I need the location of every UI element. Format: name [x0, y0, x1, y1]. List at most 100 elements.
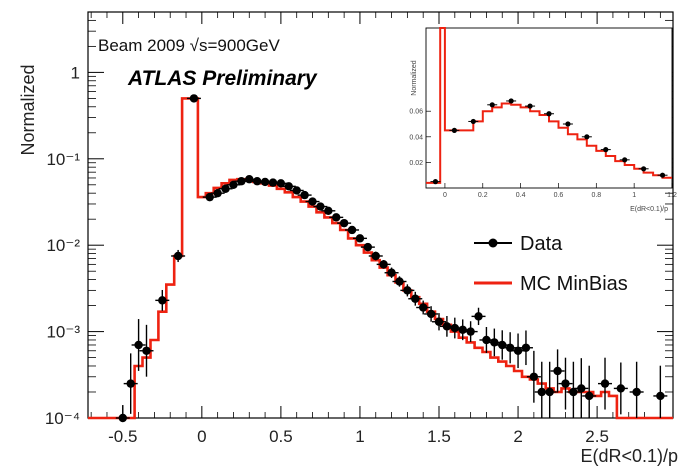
data-point	[521, 343, 531, 352]
legend-data-marker	[488, 238, 498, 248]
data-point	[142, 346, 151, 355]
data-point	[569, 387, 578, 397]
inset-data-series	[430, 98, 668, 185]
data-point	[411, 294, 420, 303]
main-axes: -0.5 0 0.5 1 1.5 2 2.5 10⁻⁴ 10⁻³ 10⁻² 10⁻¹ 1	[45, 11, 673, 446]
data-point	[656, 391, 665, 401]
data-point	[561, 379, 570, 388]
inset-y-tick-label: 0.02	[409, 160, 423, 167]
inset-data-point	[584, 134, 590, 140]
inset-x-tick-label: 0.4	[516, 192, 526, 199]
inset-x-tick-label: 1	[632, 192, 636, 199]
data-point	[529, 372, 539, 381]
inset-frame	[425, 27, 673, 189]
data-point	[268, 178, 278, 187]
inset-data-point	[622, 157, 628, 163]
inset-y-tick-label: 0.06	[409, 109, 423, 116]
x-axis-label: E(dR<0.1)/p	[580, 446, 678, 466]
inset-y-tick-label: 0.04	[409, 134, 423, 141]
legend-data-label: Data	[520, 233, 563, 255]
atlas-label: ATLAS Preliminary	[127, 67, 318, 90]
data-point	[213, 188, 222, 198]
data-point	[316, 202, 325, 211]
inset-data-point	[546, 111, 552, 117]
inset-data-point	[603, 147, 609, 153]
data-point	[347, 225, 357, 235]
y-tick-label: 10⁻⁴	[45, 409, 80, 428]
data-point	[418, 303, 428, 312]
data-point	[324, 206, 333, 216]
data-point	[284, 182, 293, 191]
data-series	[115, 94, 668, 423]
y-tick-label: 10⁻¹	[46, 150, 80, 169]
data-point	[466, 327, 475, 336]
main-plot-frame	[87, 11, 674, 419]
inset-data-point	[451, 127, 457, 133]
data-point	[245, 175, 254, 184]
legend: Data MC MinBias	[474, 233, 628, 295]
data-point	[600, 379, 610, 388]
data-point	[371, 251, 380, 261]
y-axis-label: Normalized	[18, 64, 38, 155]
data-point	[585, 391, 594, 401]
x-tick-label: 2.5	[585, 427, 609, 446]
data-point	[276, 179, 286, 188]
data-point	[545, 387, 554, 397]
data-point	[450, 323, 460, 333]
data-point	[474, 312, 483, 321]
data-point	[158, 296, 167, 305]
y-tick-label: 10⁻²	[46, 236, 80, 255]
legend-mc-label: MC MinBias	[520, 273, 628, 295]
inset-plot: 0 0.2 0.4 0.6 0.8 1 1.2 0.02 0.04 0.06 Normalized…	[409, 27, 677, 213]
data-point	[260, 177, 270, 187]
data-point	[616, 384, 626, 393]
data-point	[505, 343, 515, 352]
data-point	[442, 322, 452, 331]
inset-x-tick-label: 0.6	[554, 192, 564, 199]
data-point	[332, 213, 341, 222]
inset-data-point	[641, 166, 647, 172]
x-tick-label: 1	[355, 427, 364, 446]
data-point	[229, 180, 238, 190]
inset-x-tick-label: 0	[443, 192, 447, 199]
data-point	[395, 277, 404, 286]
data-point	[632, 387, 641, 397]
data-point	[434, 317, 444, 326]
x-tick-label: 0	[197, 427, 206, 446]
inset-x-tick-label: 0.2	[478, 192, 488, 199]
x-tick-label: 2	[513, 427, 522, 446]
inset-x-tick-label: 0.8	[591, 192, 601, 199]
inset-data-point	[508, 98, 514, 104]
data-point	[300, 190, 309, 200]
data-point	[134, 340, 143, 350]
data-point	[189, 94, 199, 103]
data-point	[458, 325, 467, 334]
data-point	[339, 218, 349, 228]
inset-data-point	[527, 103, 533, 109]
data-point	[403, 286, 412, 295]
inset-axes: 0 0.2 0.4 0.6 0.8 1 1.2 0.02 0.04 0.06	[409, 109, 677, 199]
x-tick-label: -0.5	[108, 427, 137, 446]
data-point	[379, 260, 388, 269]
inset-data-point	[659, 172, 666, 178]
data-point	[513, 346, 523, 355]
inset-data-point	[565, 121, 571, 127]
x-tick-label: 1.5	[427, 427, 451, 446]
data-point	[387, 268, 396, 277]
inset-y-label: Normalized	[411, 60, 418, 96]
inset-x-tick-label: 1.2	[667, 192, 677, 199]
data-point	[126, 379, 135, 388]
y-tick-label: 1	[71, 63, 80, 82]
data-point	[553, 366, 562, 376]
inset-background	[426, 28, 672, 188]
x-tick-label: 0.5	[269, 427, 293, 446]
data-point	[173, 251, 183, 261]
inset-data-point	[432, 179, 439, 185]
data-point	[237, 177, 246, 186]
inset-data-point	[470, 118, 476, 125]
data-point	[363, 242, 373, 252]
beam-annotation: Beam 2009 √s=900GeV	[98, 36, 280, 55]
data-point	[537, 387, 546, 397]
data-point	[118, 413, 127, 423]
